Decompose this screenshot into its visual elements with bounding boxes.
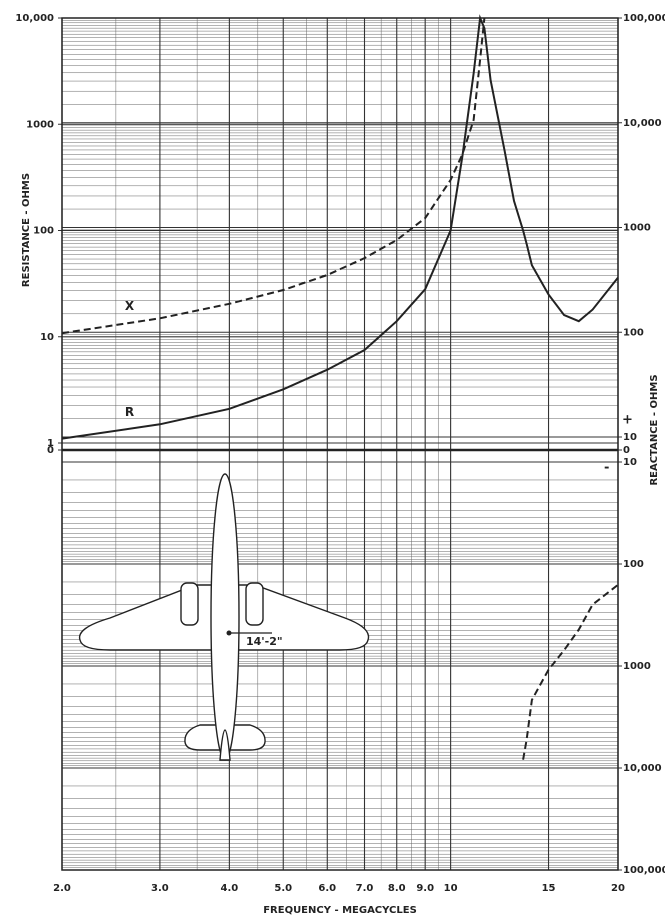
plane-fin (219, 729, 231, 761)
y2-axis-label: REACTANCE - OHMS (649, 374, 660, 485)
dimension-label: 14'-2" (246, 635, 283, 648)
y2-tick-label: 100,000 (623, 13, 665, 24)
grid (58, 17, 622, 871)
x-tick-label: 10 (444, 883, 458, 894)
y2-tick-label: 100,000 (623, 865, 665, 876)
y2-tick-label: 10,000 (623, 763, 662, 774)
y2-tick-label: 0 (623, 445, 630, 456)
plus-sign: + (622, 413, 633, 428)
x-axis-label: FREQUENCY - MEGACYCLES (263, 905, 417, 916)
x-tick-label: 3.0 (151, 883, 169, 894)
y2-tick-label: 10,000 (623, 118, 662, 129)
x-tick-label: 4.0 (221, 883, 239, 894)
minus-sign: - (604, 461, 609, 476)
series-label: X (125, 299, 135, 313)
x-tick-label: 8.0 (388, 883, 406, 894)
y-axis-label: RESISTANCE - OHMS (21, 173, 32, 287)
x-tick-label: 20 (611, 883, 625, 894)
plane-engine (245, 582, 264, 626)
series-line (61, 14, 619, 440)
y-tick-label: 0 (47, 445, 54, 456)
y2-tick-label: 100 (623, 559, 644, 570)
dimension-point (226, 630, 232, 636)
x-tick-label: 7.0 (356, 883, 374, 894)
y2-tick-label: 100 (623, 327, 644, 338)
x-tick-label: 5.0 (274, 883, 292, 894)
series-label: R (125, 405, 134, 419)
plane-fuselage (210, 473, 240, 761)
x-tick-label: 6.0 (318, 883, 336, 894)
y-tick-label: 100 (33, 226, 54, 237)
y-tick-label: 10,000 (15, 13, 54, 24)
y-tick-label: 1 (47, 438, 54, 449)
plot-frame (61, 17, 619, 871)
y-tick-label: 1000 (26, 119, 54, 130)
x-tick-label: 15 (542, 883, 556, 894)
y2-tick-label: 10 (623, 457, 637, 468)
x-tick-label: 2.0 (53, 883, 71, 894)
x-tick-label: 9.0 (416, 883, 434, 894)
plane-engine (180, 582, 199, 626)
airplane (78, 473, 370, 761)
y2-tick-label: 1000 (623, 223, 651, 234)
y2-tick-label: 10 (623, 432, 637, 443)
y-tick-label: 10 (40, 332, 54, 343)
y2-tick-label: 1000 (623, 661, 651, 672)
series-line (61, 17, 619, 760)
